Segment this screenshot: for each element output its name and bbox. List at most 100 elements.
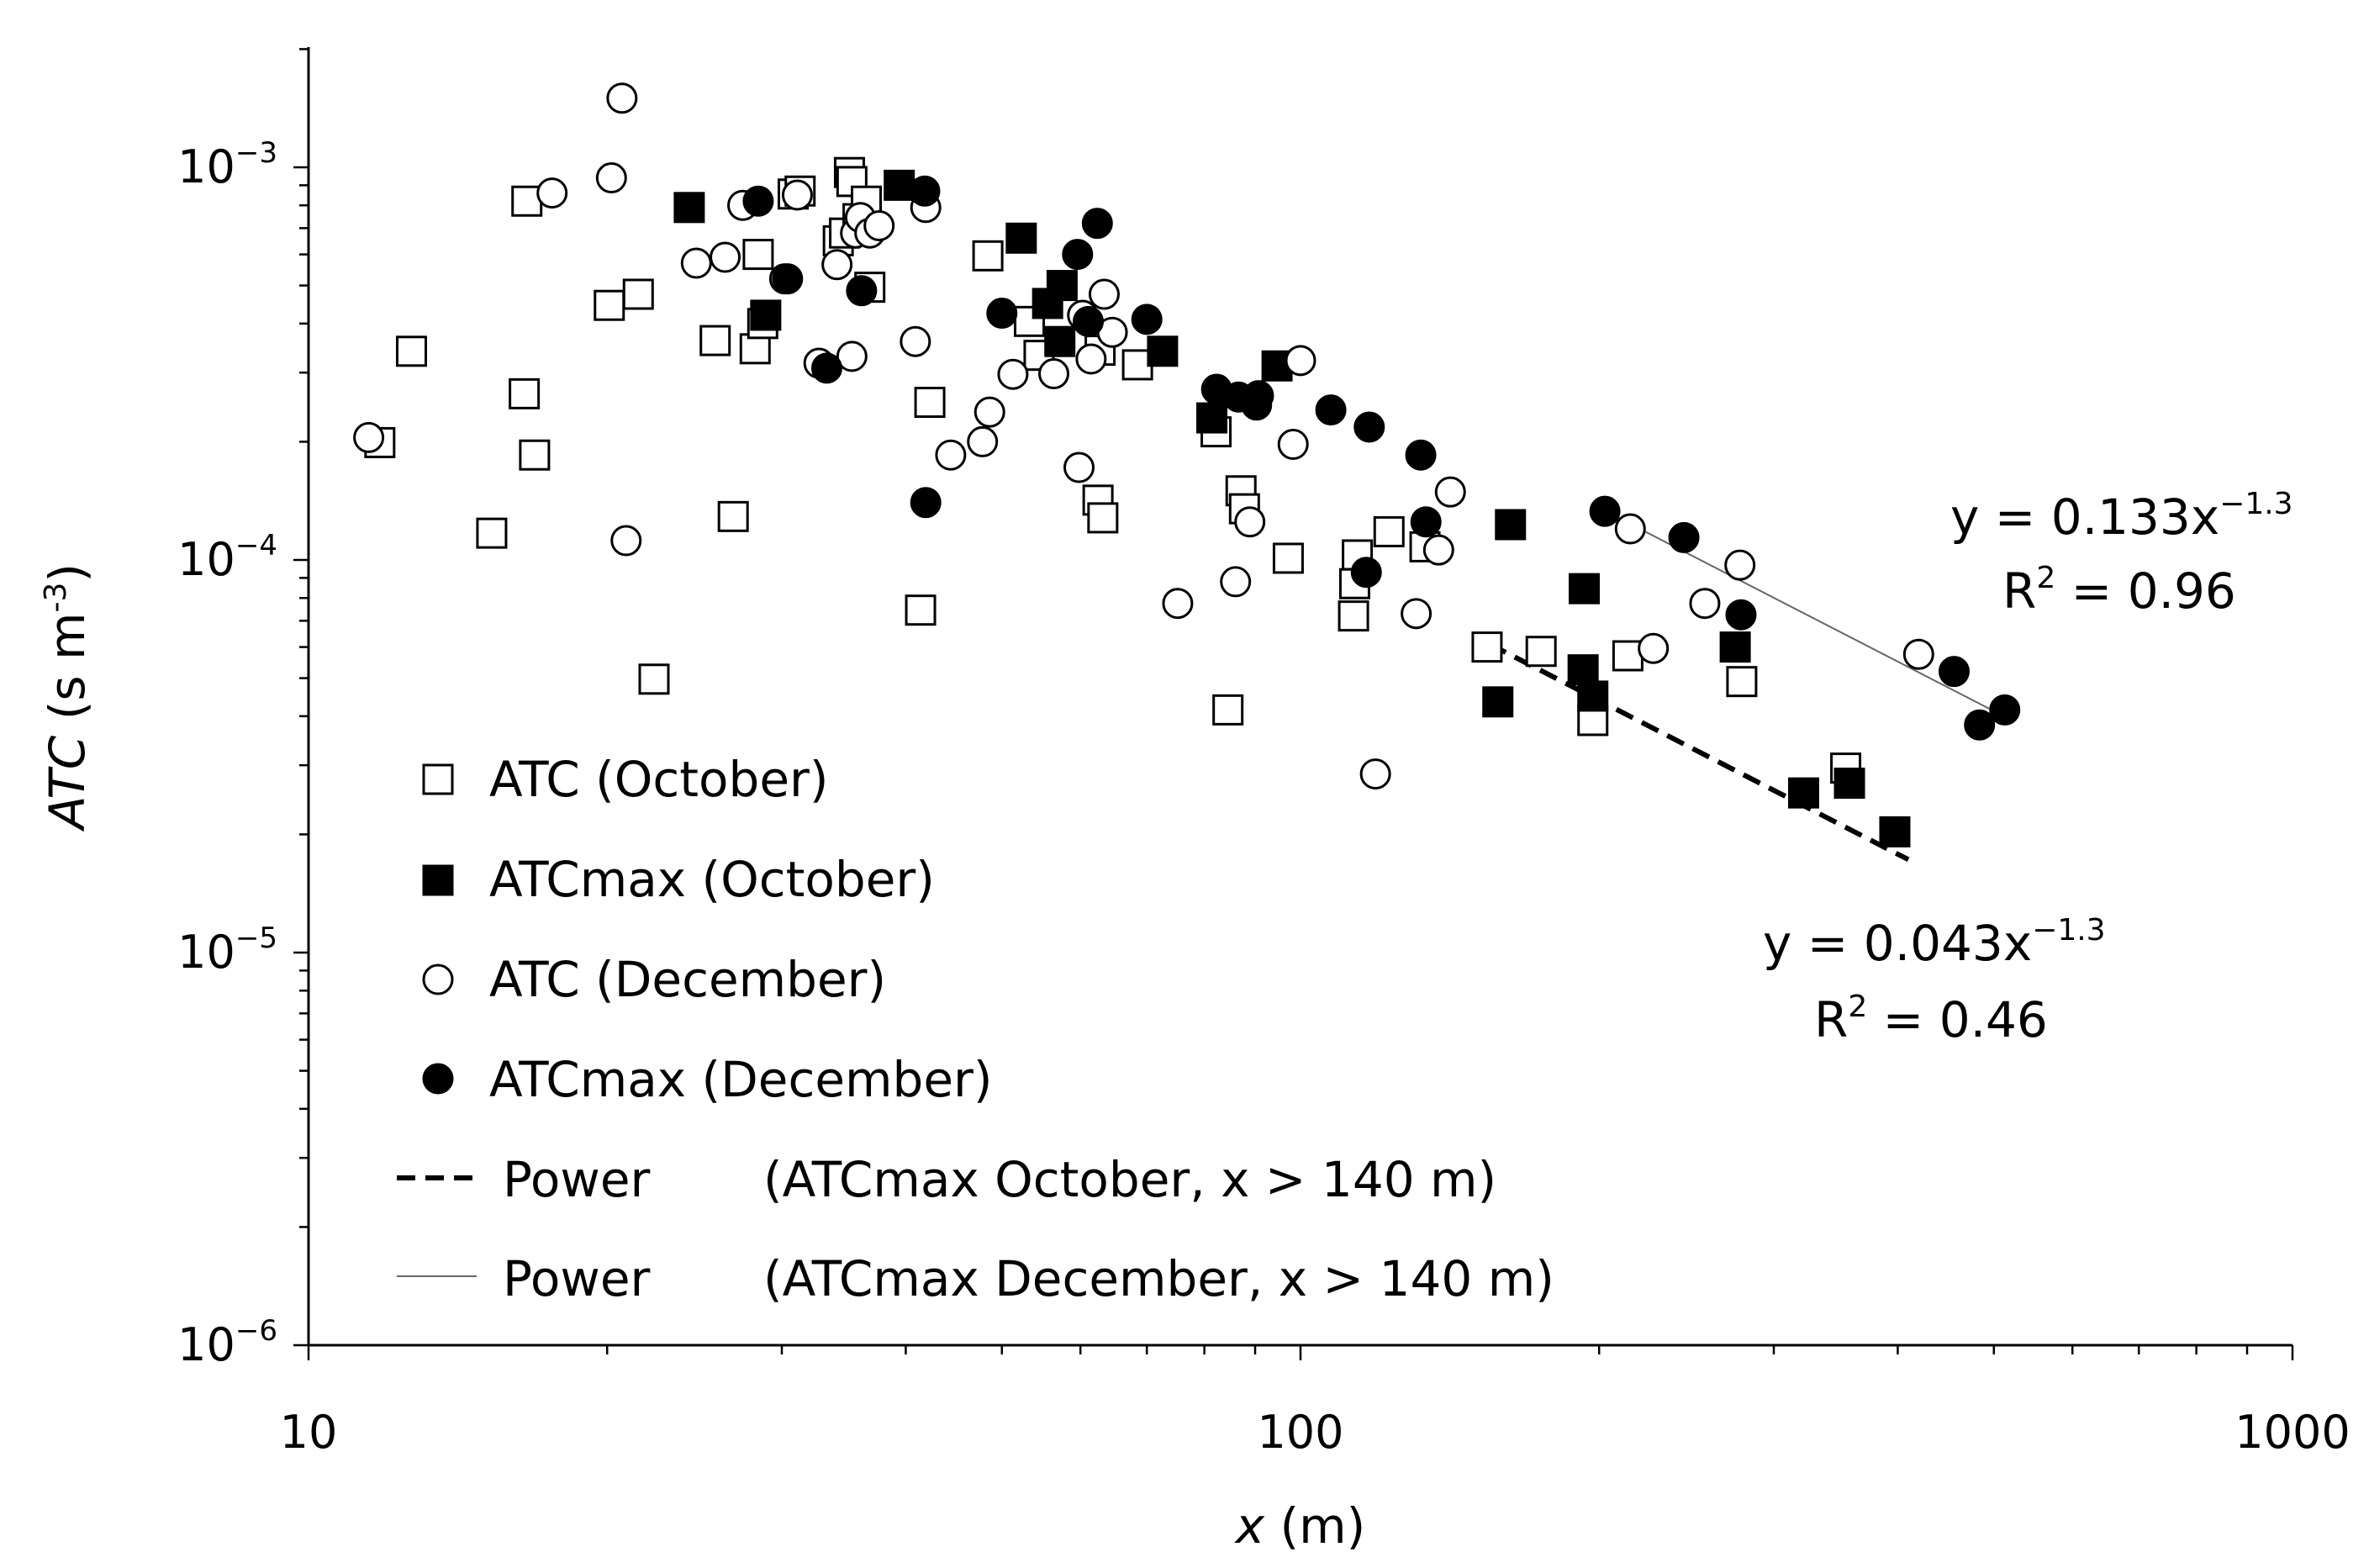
atc-october-point [1272, 542, 1304, 574]
atc-december-point [1359, 758, 1391, 790]
atcmax-december-point [810, 352, 842, 384]
atc-december-point [1285, 345, 1316, 377]
atcmax-december-point [1989, 694, 2021, 726]
legend-label-power-october: Power [503, 1151, 651, 1208]
atc-december-point [1075, 343, 1107, 375]
atc-october-point [717, 500, 749, 532]
atcmax-december-point [1062, 239, 1094, 271]
atcmax-december-point [1405, 439, 1437, 471]
atc-october-point [1525, 636, 1557, 668]
atc-december-point [935, 439, 967, 471]
legend-marker-atc-october [422, 763, 454, 795]
atc-december-point [1902, 638, 1934, 670]
legend-marker-atcmax-october [422, 864, 454, 896]
atcmax-december-point [742, 185, 774, 217]
atcmax-december-point [772, 263, 804, 295]
atcmax-december-point [1243, 380, 1274, 412]
atc-october-point [1338, 600, 1369, 632]
atcmax-october-point [750, 299, 782, 331]
atc-december-point [1689, 588, 1721, 620]
atcmax-october-point [1787, 777, 1819, 809]
atc-december-point [1088, 278, 1120, 310]
fit-lines [1488, 504, 1999, 863]
y-tick-label: 10−5 [177, 921, 277, 979]
x-tick-labels: 10 100 1000 [280, 1406, 2351, 1459]
atcmax-october-point [1046, 270, 1078, 302]
x-tick-label: 100 [1257, 1406, 1343, 1459]
atc-december-point [536, 177, 568, 209]
atcmax-december-point [1073, 305, 1105, 337]
atc-december-point [997, 358, 1029, 390]
atc-december-point [836, 341, 868, 372]
atcmax-december-point [1938, 656, 1970, 688]
atc-october-point [509, 377, 541, 409]
legend-label-atcmax-october: ATCmax (October) [489, 851, 935, 908]
atc-october-point [1373, 515, 1405, 547]
atcmax-december-point [1350, 557, 1382, 589]
atcmax-october-point [1495, 509, 1527, 541]
atc-december-point [863, 209, 895, 241]
atc-december-point [821, 249, 853, 281]
power-fit-line-december [1594, 504, 1999, 715]
atc-december-point [1434, 476, 1466, 508]
atc-october-point [594, 289, 625, 321]
atcmax-december-point [1131, 304, 1163, 335]
fit-equation-december: y = 0.133x−1.3 [1950, 487, 2293, 546]
atcmax-october-point [1577, 680, 1609, 712]
atcmax-october-point [1833, 768, 1865, 800]
atc-december-point [680, 247, 712, 279]
x-tick-label: 1000 [2234, 1406, 2350, 1459]
atc-december-point [610, 525, 642, 557]
atc-october-point [1087, 502, 1119, 534]
y-minor-ticks [293, 48, 309, 1347]
atc-december-point [595, 162, 627, 194]
atc-october-point [519, 439, 551, 471]
legend-label-atcmax-december: ATCmax (December) [489, 1051, 993, 1108]
legend-marker-atcmax-december [422, 1063, 454, 1095]
plot-area [353, 82, 2021, 863]
fit-r2-october: R2 = 0.46 [1814, 990, 2048, 1048]
atc-december-point [1234, 506, 1266, 538]
atc-december-point [1638, 632, 1670, 664]
atcmax-december-point [1353, 411, 1385, 443]
atcmax-december-point [909, 175, 941, 207]
atcmax-october-point [1567, 654, 1599, 686]
legend-label-power-december: Power [503, 1250, 651, 1307]
atc-october-point [1612, 640, 1644, 672]
legend-label-atc-october: ATC (October) [489, 751, 829, 808]
legend-marker-atc-december [422, 964, 454, 995]
atcmax-december-point [1668, 521, 1700, 553]
atcmax-december-point [1589, 495, 1621, 527]
x-tick-label: 10 [280, 1406, 338, 1459]
atc-december-point [1220, 566, 1252, 598]
data-points [353, 82, 2021, 847]
atcmax-october-point [1005, 222, 1037, 254]
y-tick-label: 10−4 [177, 529, 277, 586]
atcmax-october-point [1147, 335, 1179, 367]
x-minor-ticks [307, 1345, 2294, 1360]
legend-desc-power-october: (ATCmax October, x > 140 m) [763, 1151, 1496, 1208]
y-tick-label: 10−3 [177, 136, 277, 193]
atc-october-point [1471, 631, 1503, 663]
atcmax-october-point [1879, 816, 1911, 847]
atc-december-point [1063, 451, 1095, 483]
atc-october-point [1212, 694, 1244, 726]
fit-equation-october: y = 0.043x−1.3 [1763, 913, 2106, 972]
power-fit-line-october [1488, 641, 1910, 863]
atc-october-point [1726, 666, 1758, 698]
atc-december-point [1401, 598, 1432, 630]
y-tick-labels: 10−6 10−5 10−4 10−3 [177, 136, 277, 1371]
atc-october-point [511, 185, 543, 217]
atc-october-point [972, 240, 1004, 272]
atc-october-point [622, 278, 654, 310]
atcmax-october-point [884, 169, 915, 201]
atcmax-october-point [1568, 573, 1600, 604]
atc-december-point [1162, 588, 1194, 620]
atcmax-october-point [1196, 402, 1228, 434]
atc-december-point [781, 179, 813, 211]
atc-october-point [914, 387, 946, 419]
axes: 10−6 10−5 10−4 10−3 10 100 1000 [177, 47, 2351, 1459]
atc-october-point [638, 663, 670, 695]
atcmax-october-point [1044, 325, 1076, 357]
